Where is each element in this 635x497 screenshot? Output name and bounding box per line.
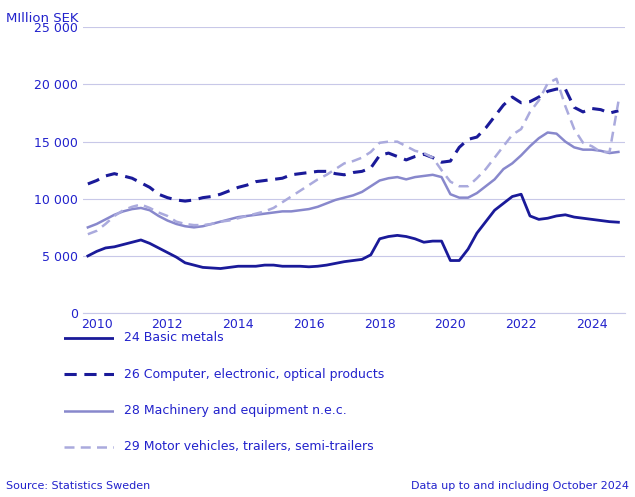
- Text: 24 Basic metals: 24 Basic metals: [124, 331, 224, 344]
- Text: MIllion SEK: MIllion SEK: [6, 12, 79, 25]
- Text: 26 Computer, electronic, optical products: 26 Computer, electronic, optical product…: [124, 368, 384, 381]
- Text: Data up to and including October 2024: Data up to and including October 2024: [411, 481, 629, 491]
- Text: Source: Statistics Sweden: Source: Statistics Sweden: [6, 481, 150, 491]
- Text: 28 Machinery and equipment n.e.c.: 28 Machinery and equipment n.e.c.: [124, 404, 347, 417]
- Text: 29 Motor vehicles, trailers, semi-trailers: 29 Motor vehicles, trailers, semi-traile…: [124, 440, 373, 453]
